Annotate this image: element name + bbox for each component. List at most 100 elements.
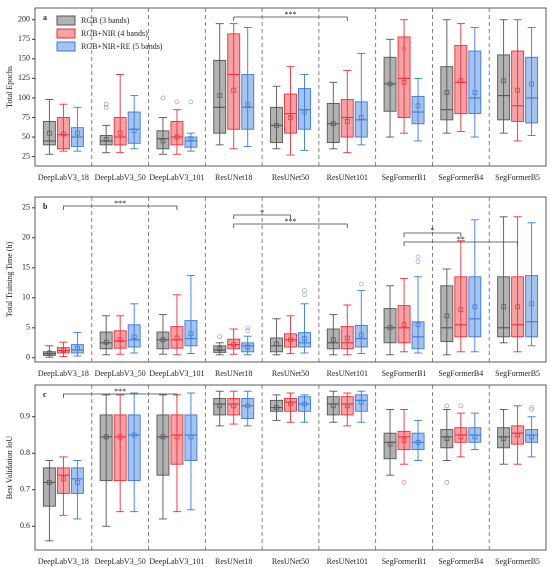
legend-label: RGB+NIR+RE (5 bands) (81, 42, 163, 51)
outlier (217, 334, 223, 340)
outlier (415, 259, 421, 265)
mean-marker (188, 331, 194, 337)
significance-bracket (233, 16, 348, 21)
plot-frame (34, 384, 547, 551)
box (241, 398, 255, 420)
significance-label: * (430, 226, 434, 235)
legend-swatch (56, 28, 76, 39)
mean-marker (529, 301, 534, 307)
mean-marker (288, 337, 293, 343)
mean-marker (288, 401, 293, 407)
outlier (458, 403, 464, 409)
box (397, 305, 411, 344)
x-tick-label: ResUNet18 (215, 173, 252, 182)
box (497, 427, 511, 449)
legend-swatch (56, 41, 76, 52)
outlier (174, 99, 180, 105)
mean-marker (515, 87, 520, 93)
x-tick-label: DeepLabV3_50 (95, 557, 146, 566)
box (99, 135, 113, 146)
y-tick-label: 0.6 (20, 521, 30, 530)
y-tick-label: 125 (18, 73, 30, 82)
outlier (401, 46, 407, 52)
series: RGB (3 bands) (42, 390, 511, 542)
x-tick-label: SegFormerB4 (438, 173, 483, 182)
series: RGB+NIR (4 bands) (56, 19, 525, 156)
mean-marker (302, 401, 307, 407)
box (184, 320, 198, 347)
significance-label: *** (114, 199, 126, 208)
mean-marker (501, 436, 506, 442)
mean-marker (174, 434, 180, 440)
mean-marker (515, 432, 520, 438)
x-tick-label: DeepLabV3_50 (95, 173, 146, 182)
mean-marker (75, 345, 80, 351)
y-axis-label: Total Training Time (h) (5, 242, 14, 318)
outlier (444, 403, 450, 409)
box (454, 276, 468, 338)
mean-marker (529, 81, 534, 87)
mean-marker (387, 81, 393, 87)
box (326, 102, 340, 143)
x-tick-label: ResUNet50 (272, 369, 309, 378)
outlier (444, 480, 450, 485)
mean-marker (458, 78, 464, 84)
mean-marker (344, 335, 350, 341)
mean-marker (188, 136, 194, 141)
box (127, 414, 141, 482)
panel-label: a (43, 13, 47, 22)
x-tick-label: ResUNet101 (327, 369, 368, 378)
box (298, 88, 311, 130)
box (340, 396, 354, 416)
box (170, 326, 184, 349)
x-tick-label: DeepLabV3_101 (149, 557, 204, 566)
mean-marker (188, 434, 194, 440)
outlier (529, 407, 534, 412)
y-tick-label: 100 (18, 93, 30, 102)
mean-marker (245, 403, 251, 409)
mean-marker (117, 130, 123, 136)
box (354, 394, 368, 412)
box (497, 54, 511, 121)
y-tick-label: 0.8 (20, 448, 30, 457)
mean-marker (245, 101, 251, 107)
significance-bracket (233, 214, 291, 219)
mean-marker (444, 313, 450, 319)
box (156, 331, 170, 350)
significance-label: *** (285, 217, 297, 226)
series: RGB (3 bands) (42, 19, 511, 155)
series: RGB+NIR+RE (5 bands) (70, 219, 539, 357)
mean-marker (458, 307, 464, 313)
mean-marker (47, 350, 52, 356)
outlier (302, 288, 307, 293)
box (170, 120, 184, 146)
mean-marker (444, 436, 450, 442)
y-tick-label: 50 (22, 132, 30, 141)
box (326, 396, 340, 416)
box (525, 275, 539, 338)
box (241, 342, 255, 353)
y-tick-label: 0.7 (20, 485, 30, 494)
x-tick-label: SegFormerB1 (382, 557, 427, 566)
mean-marker (358, 115, 364, 120)
mean-marker (174, 134, 180, 140)
x-tick-label: SegFormerB1 (382, 369, 427, 378)
mean-marker (330, 403, 336, 409)
mean-marker (401, 438, 407, 443)
mean-marker (217, 346, 223, 352)
box (127, 111, 141, 144)
y-tick-label: 75 (22, 112, 30, 121)
x-tick-label: ResUNet50 (272, 557, 309, 566)
legend-label: RGB+NIR (4 bands) (81, 29, 148, 38)
x-tick-label: DeepLabV3_18 (38, 369, 89, 378)
box (227, 33, 241, 130)
mean-marker (61, 131, 66, 137)
box (525, 429, 539, 443)
box (227, 338, 241, 350)
x-tick-label: DeepLabV3_50 (95, 369, 146, 378)
y-tick-label: 25 (22, 203, 30, 212)
mean-marker (274, 405, 279, 410)
mean-marker (274, 341, 279, 347)
x-tick-label: DeepLabV3_18 (38, 173, 89, 182)
outlier (415, 254, 421, 260)
